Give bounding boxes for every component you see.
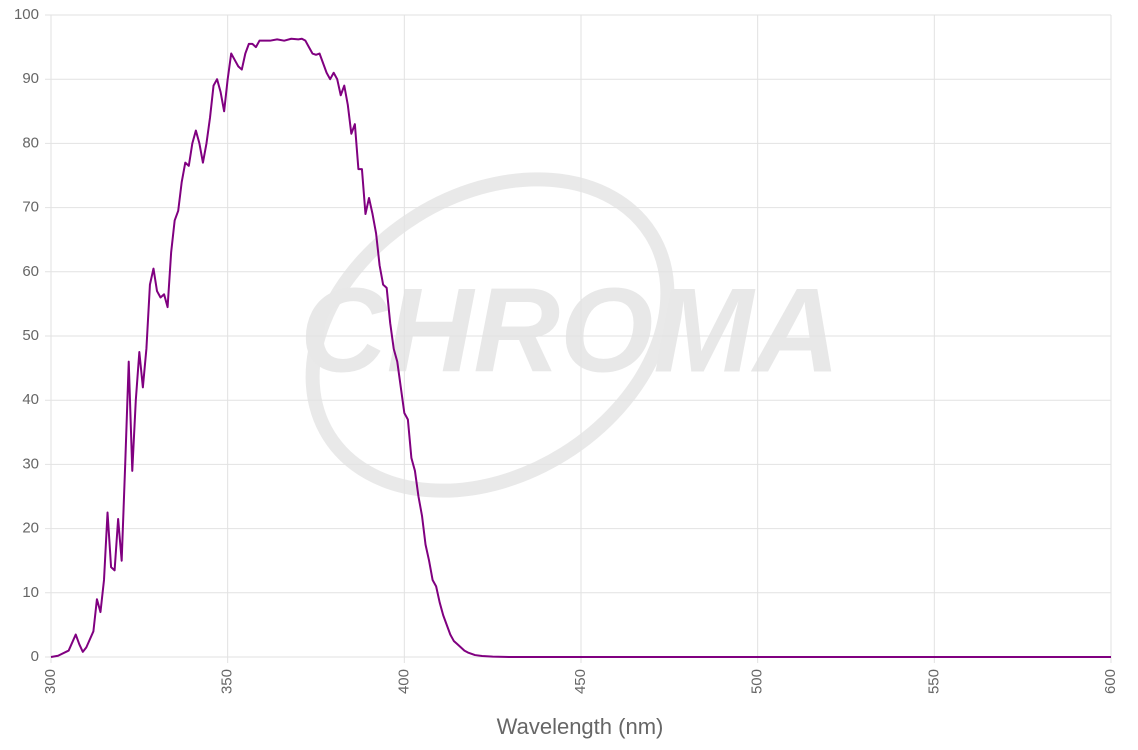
y-tick-label: 10 <box>22 584 39 601</box>
watermark-logo: CHROMA <box>300 172 840 498</box>
y-tick-label: 60 <box>22 263 39 280</box>
y-tick-label: 40 <box>22 391 39 408</box>
x-axis-label: Wavelength (nm) <box>497 714 664 739</box>
y-tick-label: 100 <box>14 6 39 23</box>
x-tick-label: 600 <box>1102 669 1119 694</box>
x-tick-label: 500 <box>749 669 766 694</box>
watermark-text: CHROMA <box>300 264 840 398</box>
y-tick-label: 90 <box>22 70 39 87</box>
x-tick-label: 400 <box>395 669 412 694</box>
y-tick-label: 0 <box>31 648 39 665</box>
x-tick-label: 300 <box>42 669 59 694</box>
y-tick-label: 30 <box>22 455 39 472</box>
x-tick-label: 350 <box>219 669 236 694</box>
series-line <box>50 37 1111 658</box>
y-tick-label: 70 <box>22 199 39 216</box>
watermark-ring <box>305 172 675 498</box>
x-tick-label: 450 <box>572 669 589 694</box>
x-tick-label: 550 <box>925 669 942 694</box>
y-tick-label: 50 <box>22 327 39 344</box>
y-tick-label: 80 <box>22 134 39 151</box>
y-tick-label: 20 <box>22 520 39 537</box>
